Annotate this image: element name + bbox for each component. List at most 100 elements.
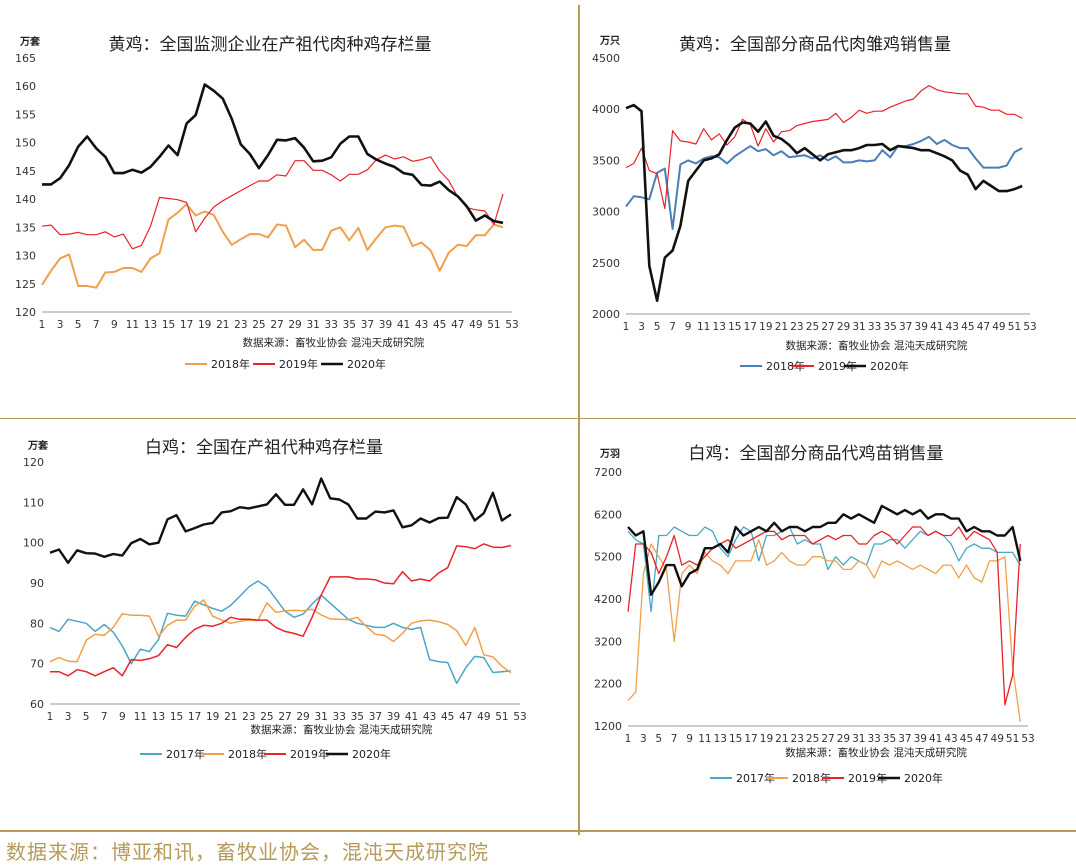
x-tick-label: 51 <box>1008 321 1021 333</box>
x-tick-label: 5 <box>654 321 661 333</box>
x-tick-label: 33 <box>867 733 880 745</box>
x-tick-label: 41 <box>930 321 943 333</box>
x-tick-label: 51 <box>487 319 500 331</box>
x-tick-label: 51 <box>495 711 508 723</box>
x-tick-label: 41 <box>405 711 418 723</box>
x-tick-label: 37 <box>369 711 382 723</box>
legend-label: 2018年 <box>766 359 805 373</box>
x-tick-label: 9 <box>111 319 118 331</box>
x-tick-label: 7 <box>669 321 676 333</box>
x-tick-label: 23 <box>790 321 803 333</box>
x-tick-label: 3 <box>640 733 647 745</box>
source-note: 数据来源：畜牧业协会 混沌天成研究院 <box>786 339 968 352</box>
x-tick-label: 19 <box>198 319 211 331</box>
chart-svg-4: 白鸡：全国部分商品代鸡苗销售量 万羽 1200 2200 3200 4200 5200 620… <box>594 444 1035 785</box>
x-tick-label: 11 <box>698 733 711 745</box>
x-tick-label: 13 <box>713 321 726 333</box>
x-tick-label: 1 <box>39 319 46 331</box>
series-line-2020年 <box>42 83 504 225</box>
x-tick-label: 25 <box>252 319 265 331</box>
series-line-2019年 <box>627 526 1021 706</box>
x-tick-label: 33 <box>325 319 338 331</box>
y-tick-label: 110 <box>23 496 44 509</box>
x-tick-label: 33 <box>333 711 346 723</box>
x-tick-label: 23 <box>234 319 247 331</box>
x-tick-label: 15 <box>170 711 183 723</box>
y-tick-label: 2500 <box>592 257 620 270</box>
chart-title: 白鸡：全国在产祖代种鸡存栏量 <box>145 438 383 458</box>
x-tick-label: 25 <box>806 733 819 745</box>
x-tick-label: 47 <box>459 711 472 723</box>
x-tick-label: 39 <box>387 711 400 723</box>
y-tick-label: 7200 <box>594 466 622 479</box>
x-tick-label: 31 <box>306 319 319 331</box>
y-tick-label: 4500 <box>592 52 620 65</box>
x-tick-label: 47 <box>451 319 464 331</box>
x-tick-label: 9 <box>119 711 126 723</box>
y-tick-label: 120 <box>15 306 36 319</box>
x-tick-label: 1 <box>47 711 54 723</box>
legend-label: 2019年 <box>848 771 887 785</box>
y-tick-label: 2200 <box>594 678 622 691</box>
x-tick-label: 27 <box>270 319 283 331</box>
x-tick-label: 41 <box>929 733 942 745</box>
x-tick-label: 1 <box>625 733 632 745</box>
y-tick-label: 155 <box>15 108 36 121</box>
x-tick-label: 11 <box>134 711 147 723</box>
x-tick-label: 43 <box>415 319 428 331</box>
y-tick-label: 1200 <box>594 720 622 733</box>
legend-label: 2020年 <box>870 359 909 373</box>
x-tick-label: 25 <box>260 711 273 723</box>
x-tick-label: 15 <box>728 321 741 333</box>
x-tick-label: 21 <box>775 321 788 333</box>
x-tick-label: 45 <box>441 711 454 723</box>
x-tick-label: 3 <box>65 711 72 723</box>
x-tick-label: 43 <box>944 733 957 745</box>
x-tick-label: 9 <box>685 321 692 333</box>
chart-panel-1: 黄鸡：全国监测企业在产祖代肉种鸡存栏量 万套 120 125 130 135 140 145 1… <box>0 0 578 418</box>
chart-panel-3: 白鸡：全国在产祖代种鸡存栏量 万套 60 70 80 90 100 110 120 1 3 5 7 9 11… <box>0 419 578 830</box>
unit-label: 万羽 <box>599 448 620 460</box>
y-tick-label: 4000 <box>592 103 620 116</box>
series-line-2018年 <box>625 135 1023 230</box>
series-line-2020年 <box>627 504 1022 597</box>
x-tick-label: 29 <box>837 321 850 333</box>
unit-label: 万只 <box>599 35 620 47</box>
y-tick-label: 130 <box>15 250 36 263</box>
legend-label: 2017年 <box>166 747 205 761</box>
x-tick-label: 9 <box>686 733 693 745</box>
legend-label: 2018年 <box>228 747 267 761</box>
x-tick-label: 49 <box>991 733 1004 745</box>
y-tick-label: 150 <box>15 137 36 150</box>
x-tick-label: 49 <box>477 711 490 723</box>
x-tick-label: 35 <box>883 733 896 745</box>
series-line-2019年 <box>50 543 512 677</box>
source-note: 数据来源：畜牧业协会 混沌天成研究院 <box>250 723 432 736</box>
x-tick-label: 37 <box>898 733 911 745</box>
x-tick-label: 53 <box>1023 321 1036 333</box>
chart-svg-2: 黄鸡：全国部分商品代肉雏鸡销售量 万只 2000 2500 3000 3500 4000 45… <box>592 35 1037 373</box>
x-tick-label: 41 <box>397 319 410 331</box>
x-tick-label: 19 <box>206 711 219 723</box>
x-tick-label: 37 <box>899 321 912 333</box>
y-tick-label: 120 <box>23 456 44 469</box>
unit-label: 万套 <box>19 35 41 48</box>
series-line-2020年 <box>49 477 512 565</box>
source-note: 数据来源：畜牧业协会 混沌天成研究院 <box>242 336 424 349</box>
y-tick-label: 5200 <box>594 551 622 564</box>
y-tick-label: 145 <box>15 165 36 178</box>
x-tick-label: 3 <box>57 319 64 331</box>
series-line-2018年 <box>627 539 1021 722</box>
x-tick-label: 35 <box>351 711 364 723</box>
x-tick-label: 13 <box>714 733 727 745</box>
x-tick-label: 13 <box>144 319 157 331</box>
legend-label: 2020年 <box>347 357 386 371</box>
footer-source: 数据来源：博亚和讯，畜牧业协会，混沌天成研究院 <box>6 840 489 864</box>
y-tick-label: 3000 <box>592 206 620 219</box>
x-tick-label: 17 <box>744 733 757 745</box>
x-tick-label: 39 <box>914 733 927 745</box>
x-tick-label: 7 <box>93 319 100 331</box>
y-tick-label: 165 <box>15 52 36 65</box>
y-tick-label: 6200 <box>594 508 622 521</box>
unit-label: 万套 <box>27 439 49 452</box>
